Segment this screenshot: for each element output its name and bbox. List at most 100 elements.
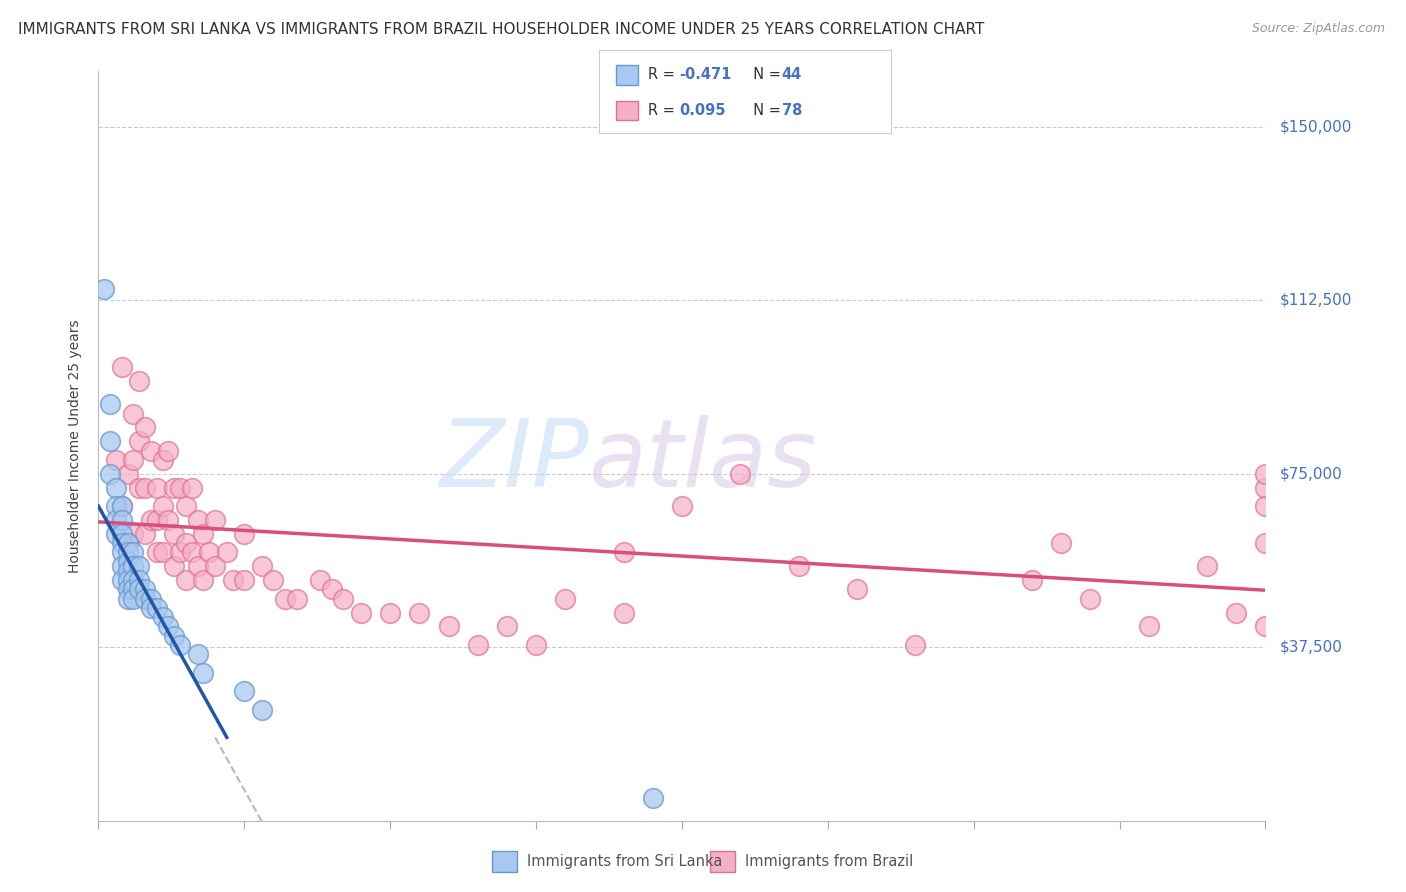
- Point: [554, 591, 576, 606]
- Point: [1225, 606, 1247, 620]
- Point: [117, 536, 139, 550]
- Point: [309, 573, 332, 587]
- Point: [139, 600, 162, 615]
- Text: R =: R =: [648, 68, 679, 82]
- Point: [93, 282, 115, 296]
- Point: [146, 600, 169, 615]
- Point: [117, 536, 139, 550]
- Y-axis label: Householder Income Under 25 years: Householder Income Under 25 years: [67, 319, 82, 573]
- Point: [174, 536, 197, 550]
- Point: [250, 559, 273, 574]
- Point: [104, 499, 127, 513]
- Point: [111, 559, 134, 574]
- Point: [163, 559, 186, 574]
- Point: [111, 573, 134, 587]
- Point: [163, 481, 186, 495]
- Point: [641, 790, 664, 805]
- Point: [187, 559, 209, 574]
- Point: [198, 545, 221, 559]
- Point: [193, 527, 215, 541]
- Point: [122, 591, 145, 606]
- Point: [233, 527, 256, 541]
- Point: [1195, 559, 1218, 574]
- Point: [122, 582, 145, 597]
- Text: 0.095: 0.095: [679, 103, 725, 118]
- Text: atlas: atlas: [589, 416, 817, 507]
- Point: [122, 559, 145, 574]
- Point: [730, 467, 752, 481]
- Point: [122, 407, 145, 421]
- Text: IMMIGRANTS FROM SRI LANKA VS IMMIGRANTS FROM BRAZIL HOUSEHOLDER INCOME UNDER 25 : IMMIGRANTS FROM SRI LANKA VS IMMIGRANTS …: [18, 22, 984, 37]
- Point: [1080, 591, 1102, 606]
- Point: [152, 499, 174, 513]
- Point: [332, 591, 354, 606]
- Point: [904, 638, 927, 652]
- Point: [117, 582, 139, 597]
- Point: [128, 582, 150, 597]
- Text: N =: N =: [744, 68, 786, 82]
- Point: [134, 481, 156, 495]
- Point: [152, 545, 174, 559]
- Point: [117, 573, 139, 587]
- Text: Source: ZipAtlas.com: Source: ZipAtlas.com: [1251, 22, 1385, 36]
- Point: [104, 513, 127, 527]
- Point: [467, 638, 489, 652]
- Text: R =: R =: [648, 103, 679, 118]
- Point: [174, 573, 197, 587]
- Point: [117, 591, 139, 606]
- Point: [117, 564, 139, 578]
- Point: [204, 559, 226, 574]
- Point: [128, 481, 150, 495]
- Point: [1137, 619, 1160, 633]
- Point: [1254, 467, 1277, 481]
- Point: [233, 684, 256, 698]
- Text: -0.471: -0.471: [679, 68, 731, 82]
- Text: N =: N =: [744, 103, 786, 118]
- Point: [612, 606, 634, 620]
- Point: [139, 443, 162, 458]
- Point: [174, 499, 197, 513]
- Point: [193, 665, 215, 680]
- Point: [117, 555, 139, 569]
- Point: [787, 559, 810, 574]
- Text: Immigrants from Brazil: Immigrants from Brazil: [745, 855, 914, 869]
- Point: [262, 573, 284, 587]
- Point: [122, 545, 145, 559]
- Point: [104, 453, 127, 467]
- Point: [1254, 536, 1277, 550]
- Point: [524, 638, 547, 652]
- Point: [274, 591, 297, 606]
- Point: [250, 703, 273, 717]
- Point: [117, 545, 139, 559]
- Point: [146, 481, 169, 495]
- Point: [111, 536, 134, 550]
- Point: [180, 545, 202, 559]
- Point: [111, 499, 134, 513]
- Point: [98, 467, 121, 481]
- Point: [1254, 499, 1277, 513]
- Point: [1254, 481, 1277, 495]
- Text: ZIP: ZIP: [439, 416, 589, 507]
- Point: [169, 638, 191, 652]
- Point: [111, 527, 134, 541]
- Point: [612, 545, 634, 559]
- Text: 78: 78: [782, 103, 801, 118]
- Point: [98, 434, 121, 449]
- Text: Immigrants from Sri Lanka: Immigrants from Sri Lanka: [527, 855, 723, 869]
- Point: [146, 545, 169, 559]
- Point: [117, 467, 139, 481]
- Point: [187, 647, 209, 661]
- Point: [215, 545, 238, 559]
- Point: [187, 513, 209, 527]
- Point: [134, 527, 156, 541]
- Point: [111, 360, 134, 375]
- Point: [163, 527, 186, 541]
- Point: [104, 481, 127, 495]
- Point: [496, 619, 519, 633]
- Text: 44: 44: [782, 68, 801, 82]
- Point: [122, 527, 145, 541]
- Point: [152, 453, 174, 467]
- Point: [111, 513, 134, 527]
- Point: [437, 619, 460, 633]
- Point: [139, 591, 162, 606]
